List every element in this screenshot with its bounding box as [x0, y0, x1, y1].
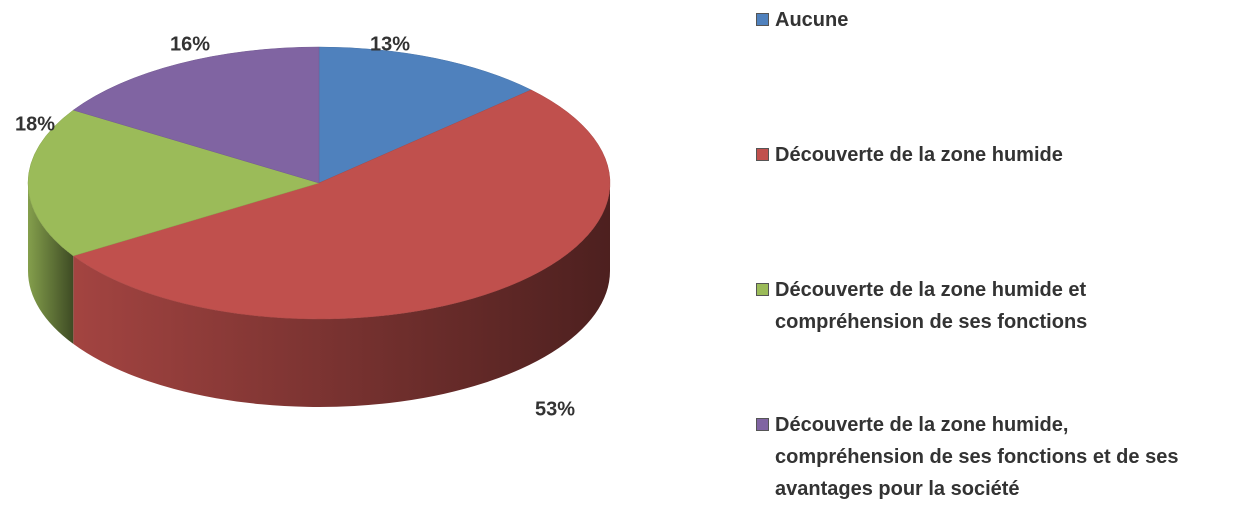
slice	[72, 89, 611, 320]
legend-label: Aucune	[775, 9, 849, 31]
legend-label: Découverte de la zone humide	[775, 144, 1063, 166]
legend-item: Découverte de la zone humide et compréhe…	[756, 274, 1226, 338]
slice-side	[28, 183, 74, 344]
legend-swatch	[756, 13, 769, 26]
data-label: 13%	[370, 33, 410, 55]
slice	[318, 46, 532, 184]
legend-item: Découverte de la zone humide, compréhens…	[756, 409, 1226, 505]
slice	[27, 109, 320, 257]
legend-swatch	[756, 283, 769, 296]
data-label: 53%	[535, 398, 575, 420]
legend-item: Aucune	[756, 4, 1226, 36]
legend-swatch	[756, 148, 769, 161]
slice-side	[73, 183, 610, 408]
data-label: 18%	[15, 113, 55, 135]
legend-label: Découverte de la zone humide, compréhens…	[775, 414, 1179, 500]
legend-label: Découverte de la zone humide et compréhe…	[775, 279, 1088, 333]
data-label: 16%	[170, 33, 210, 55]
slice	[72, 46, 320, 184]
legend-swatch	[756, 418, 769, 431]
legend-item: Découverte de la zone humide	[756, 139, 1226, 171]
